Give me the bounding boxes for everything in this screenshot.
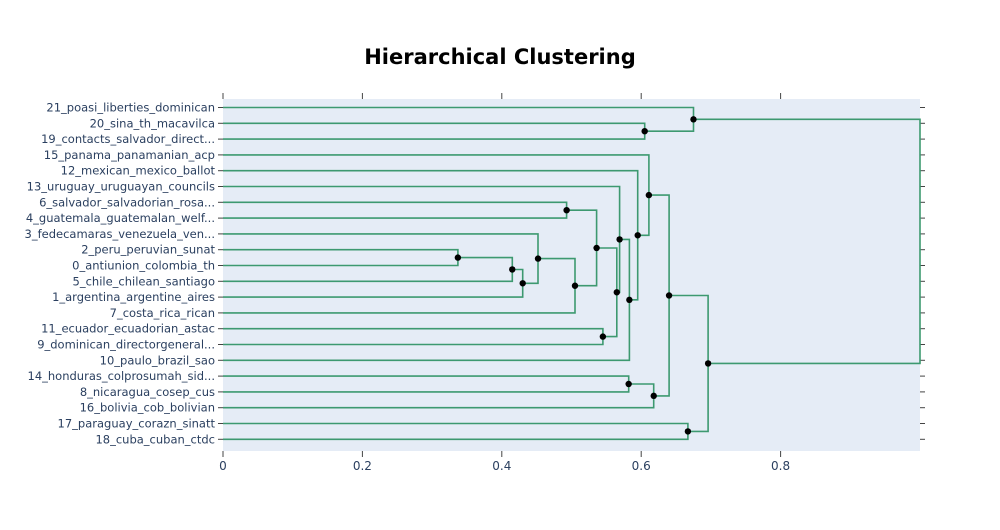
leaf-label: 8_nicaragua_cosep_cus — [80, 385, 215, 399]
leaf-label: 18_cuba_cuban_ctdc — [95, 432, 215, 446]
plot-background — [223, 99, 920, 451]
leaf-label: 20_sina_th_macavilca — [90, 116, 215, 130]
merge-points — [454, 116, 712, 435]
chart-title: Hierarchical Clustering — [364, 45, 636, 69]
tick-marks — [218, 93, 925, 457]
x-tick-label: 0.6 — [632, 459, 651, 473]
leaf-label: 3_fedecamaras_venezuela_ven... — [25, 227, 215, 241]
leaf-label: 16_bolivia_cob_bolivian — [80, 401, 215, 415]
leaf-label: 21_poasi_liberties_dominican — [46, 101, 215, 115]
merge-point-K — [626, 296, 633, 304]
merge-point-A — [454, 254, 462, 261]
x-tick-label: 0.2 — [353, 459, 372, 473]
dendrogram-link-U — [693, 118, 921, 365]
leaf-label: 12_mexican_mexico_ballot — [61, 164, 216, 178]
leaf-label: 19_contacts_salvador_direct... — [41, 132, 215, 146]
leaf-label: 17_paraguay_corazn_sinatt — [58, 417, 216, 431]
leaf-label: 11_ecuador_ecuadorian_astac — [41, 322, 215, 336]
leaf-labels: 21_poasi_liberties_dominican20_sina_th_m… — [25, 101, 216, 447]
leaf-label: 10_paulo_brazil_sao — [100, 353, 215, 367]
leaf-label: 9_dominican_directorgeneral... — [37, 338, 215, 352]
merge-point-L — [634, 232, 641, 239]
merge-point-M — [645, 191, 653, 199]
x-tick-label: 0.4 — [492, 459, 511, 473]
merge-point-P — [665, 292, 673, 299]
merge-point-D — [534, 255, 542, 262]
merge-point-O — [650, 392, 657, 400]
leaf-label: 0_antiunion_colombia_th — [72, 259, 215, 273]
merge-point-S — [684, 428, 692, 435]
merge-point-C — [519, 280, 526, 287]
leaf-label: 14_honduras_colprosumah_sid... — [28, 369, 216, 383]
leaf-label: 7_costa_rica_rican — [110, 306, 215, 320]
leaf-label: 5_chile_chilean_santiago — [73, 274, 215, 288]
merge-point-B — [509, 266, 516, 273]
merge-point-T — [704, 360, 712, 367]
x-tick-label: 0 — [219, 459, 227, 473]
merge-point-I — [613, 289, 621, 296]
merge-point-E — [563, 207, 570, 214]
merge-point-Q — [641, 128, 648, 135]
leaf-label: 6_salvador_salvadorian_rosa... — [39, 195, 215, 209]
merge-point-G — [593, 244, 600, 252]
x-tick-label: 0.8 — [771, 459, 790, 473]
leaf-label: 15_panama_panamanian_acp — [44, 148, 215, 162]
x-axis-tick-labels: 0 0.2 0.4 0.6 0.8 — [219, 459, 790, 473]
merge-point-H — [599, 333, 607, 340]
merge-point-F — [571, 282, 579, 289]
merge-point-J — [616, 236, 623, 243]
leaf-label: 2_peru_peruvian_sunat — [81, 243, 215, 257]
leaf-label: 13_uruguay_uruguayan_councils — [27, 180, 215, 194]
leaf-label: 4_guatemala_guatemalan_welf... — [26, 211, 215, 225]
merge-point-R — [690, 116, 697, 123]
leaf-label: 1_argentina_argentine_aires — [52, 290, 215, 304]
merge-point-N — [625, 380, 632, 388]
